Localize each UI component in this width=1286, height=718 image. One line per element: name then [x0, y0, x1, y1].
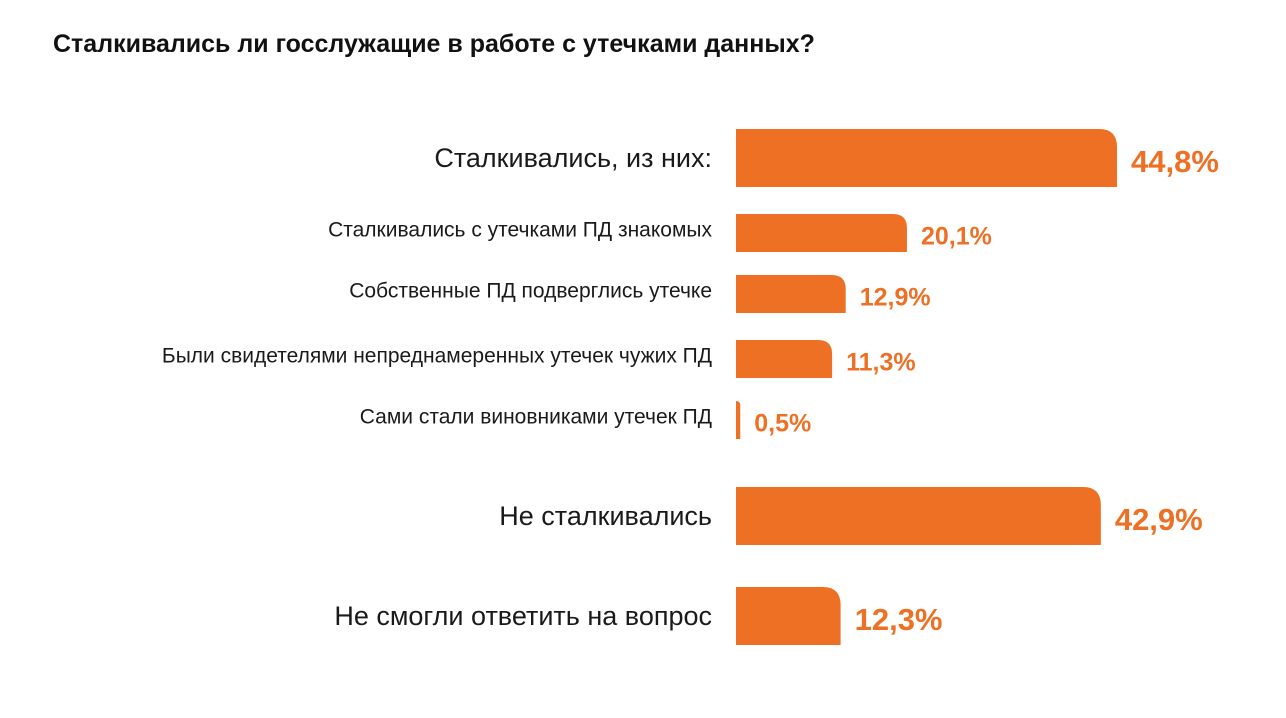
- category-label: Не сталкивались: [499, 501, 712, 531]
- value-label: 0,5%: [754, 410, 811, 438]
- value-label: 20,1%: [921, 223, 992, 251]
- value-label: 42,9%: [1115, 502, 1203, 537]
- category-label: Сталкивались, из них:: [434, 143, 712, 173]
- category-label: Сталкивались с утечками ПД знакомых: [328, 219, 712, 242]
- category-label: Не смогли ответить на вопрос: [334, 601, 712, 631]
- value-label: 11,3%: [846, 349, 916, 377]
- bar: [736, 129, 1117, 187]
- value-label: 12,9%: [860, 284, 931, 312]
- bar: [736, 587, 841, 645]
- chart-title: Сталкивались ли госслужащие в работе с у…: [53, 30, 815, 58]
- value-label: 12,3%: [855, 602, 943, 637]
- category-label: Сами стали виновниками утечек ПД: [360, 406, 712, 429]
- category-label: Были свидетелями непреднамеренных утечек…: [162, 345, 712, 368]
- value-label: 44,8%: [1131, 144, 1219, 179]
- bar: [736, 487, 1101, 545]
- category-label: Собственные ПД подверглись утечке: [349, 280, 712, 303]
- bar: [736, 214, 907, 252]
- bar: [736, 275, 846, 313]
- bar: [736, 401, 741, 439]
- bar: [736, 340, 833, 378]
